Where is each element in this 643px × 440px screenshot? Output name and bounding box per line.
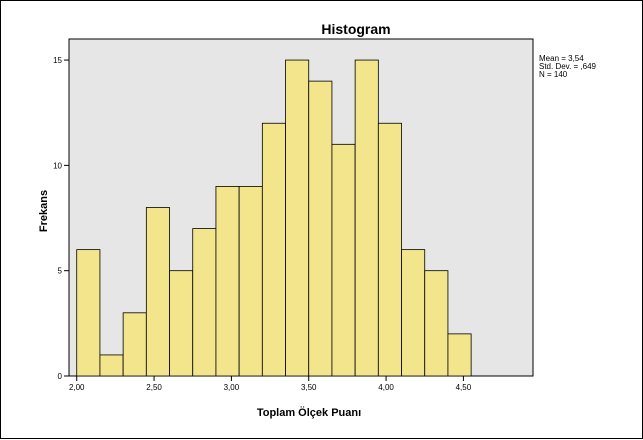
chart-title: Histogram xyxy=(321,21,390,37)
bars-group xyxy=(76,59,472,377)
histogram-bar xyxy=(447,333,472,377)
histogram-bar xyxy=(331,143,356,377)
y-tick-label: 0 xyxy=(58,372,63,381)
y-axis-label: Frekans xyxy=(38,190,50,232)
x-tick-label: 4,00 xyxy=(378,383,394,392)
x-tick-label: 4,50 xyxy=(456,383,472,392)
y-tick-label: 10 xyxy=(53,161,62,170)
histogram-bar xyxy=(192,228,217,377)
x-axis-ticks: 2,00 2,50 3,00 3,50 4,00 4,50 xyxy=(69,376,472,392)
stat-mean: Mean = 3,54 xyxy=(539,54,584,63)
histogram-bar xyxy=(99,354,124,377)
histogram-bar xyxy=(145,207,170,377)
y-tick-label: 5 xyxy=(58,267,63,276)
histogram-bar xyxy=(285,59,310,377)
histogram-bar xyxy=(401,249,426,377)
histogram-bar xyxy=(169,270,194,377)
x-tick-label: 3,50 xyxy=(301,383,317,392)
histogram-bar xyxy=(76,249,101,377)
histogram-bar xyxy=(377,122,402,377)
x-tick-label: 2,00 xyxy=(69,383,85,392)
histogram-bar xyxy=(122,312,147,377)
x-tick-label: 3,00 xyxy=(224,383,240,392)
stat-n: N = 140 xyxy=(539,70,568,79)
y-tick-label: 15 xyxy=(53,56,62,65)
x-axis-label: Toplam Ölçek Puanı xyxy=(257,406,361,419)
stat-std-dev: Std. Dev. = ,649 xyxy=(539,62,597,71)
histogram-bar xyxy=(215,186,240,377)
x-tick-label: 2,50 xyxy=(146,383,162,392)
histogram-bar xyxy=(354,59,379,377)
histogram-bar xyxy=(261,122,286,377)
y-axis-ticks: 0 5 10 15 xyxy=(53,56,69,381)
histogram-bar xyxy=(424,270,449,377)
histogram-bar xyxy=(238,186,263,377)
histogram-bar xyxy=(308,80,333,377)
